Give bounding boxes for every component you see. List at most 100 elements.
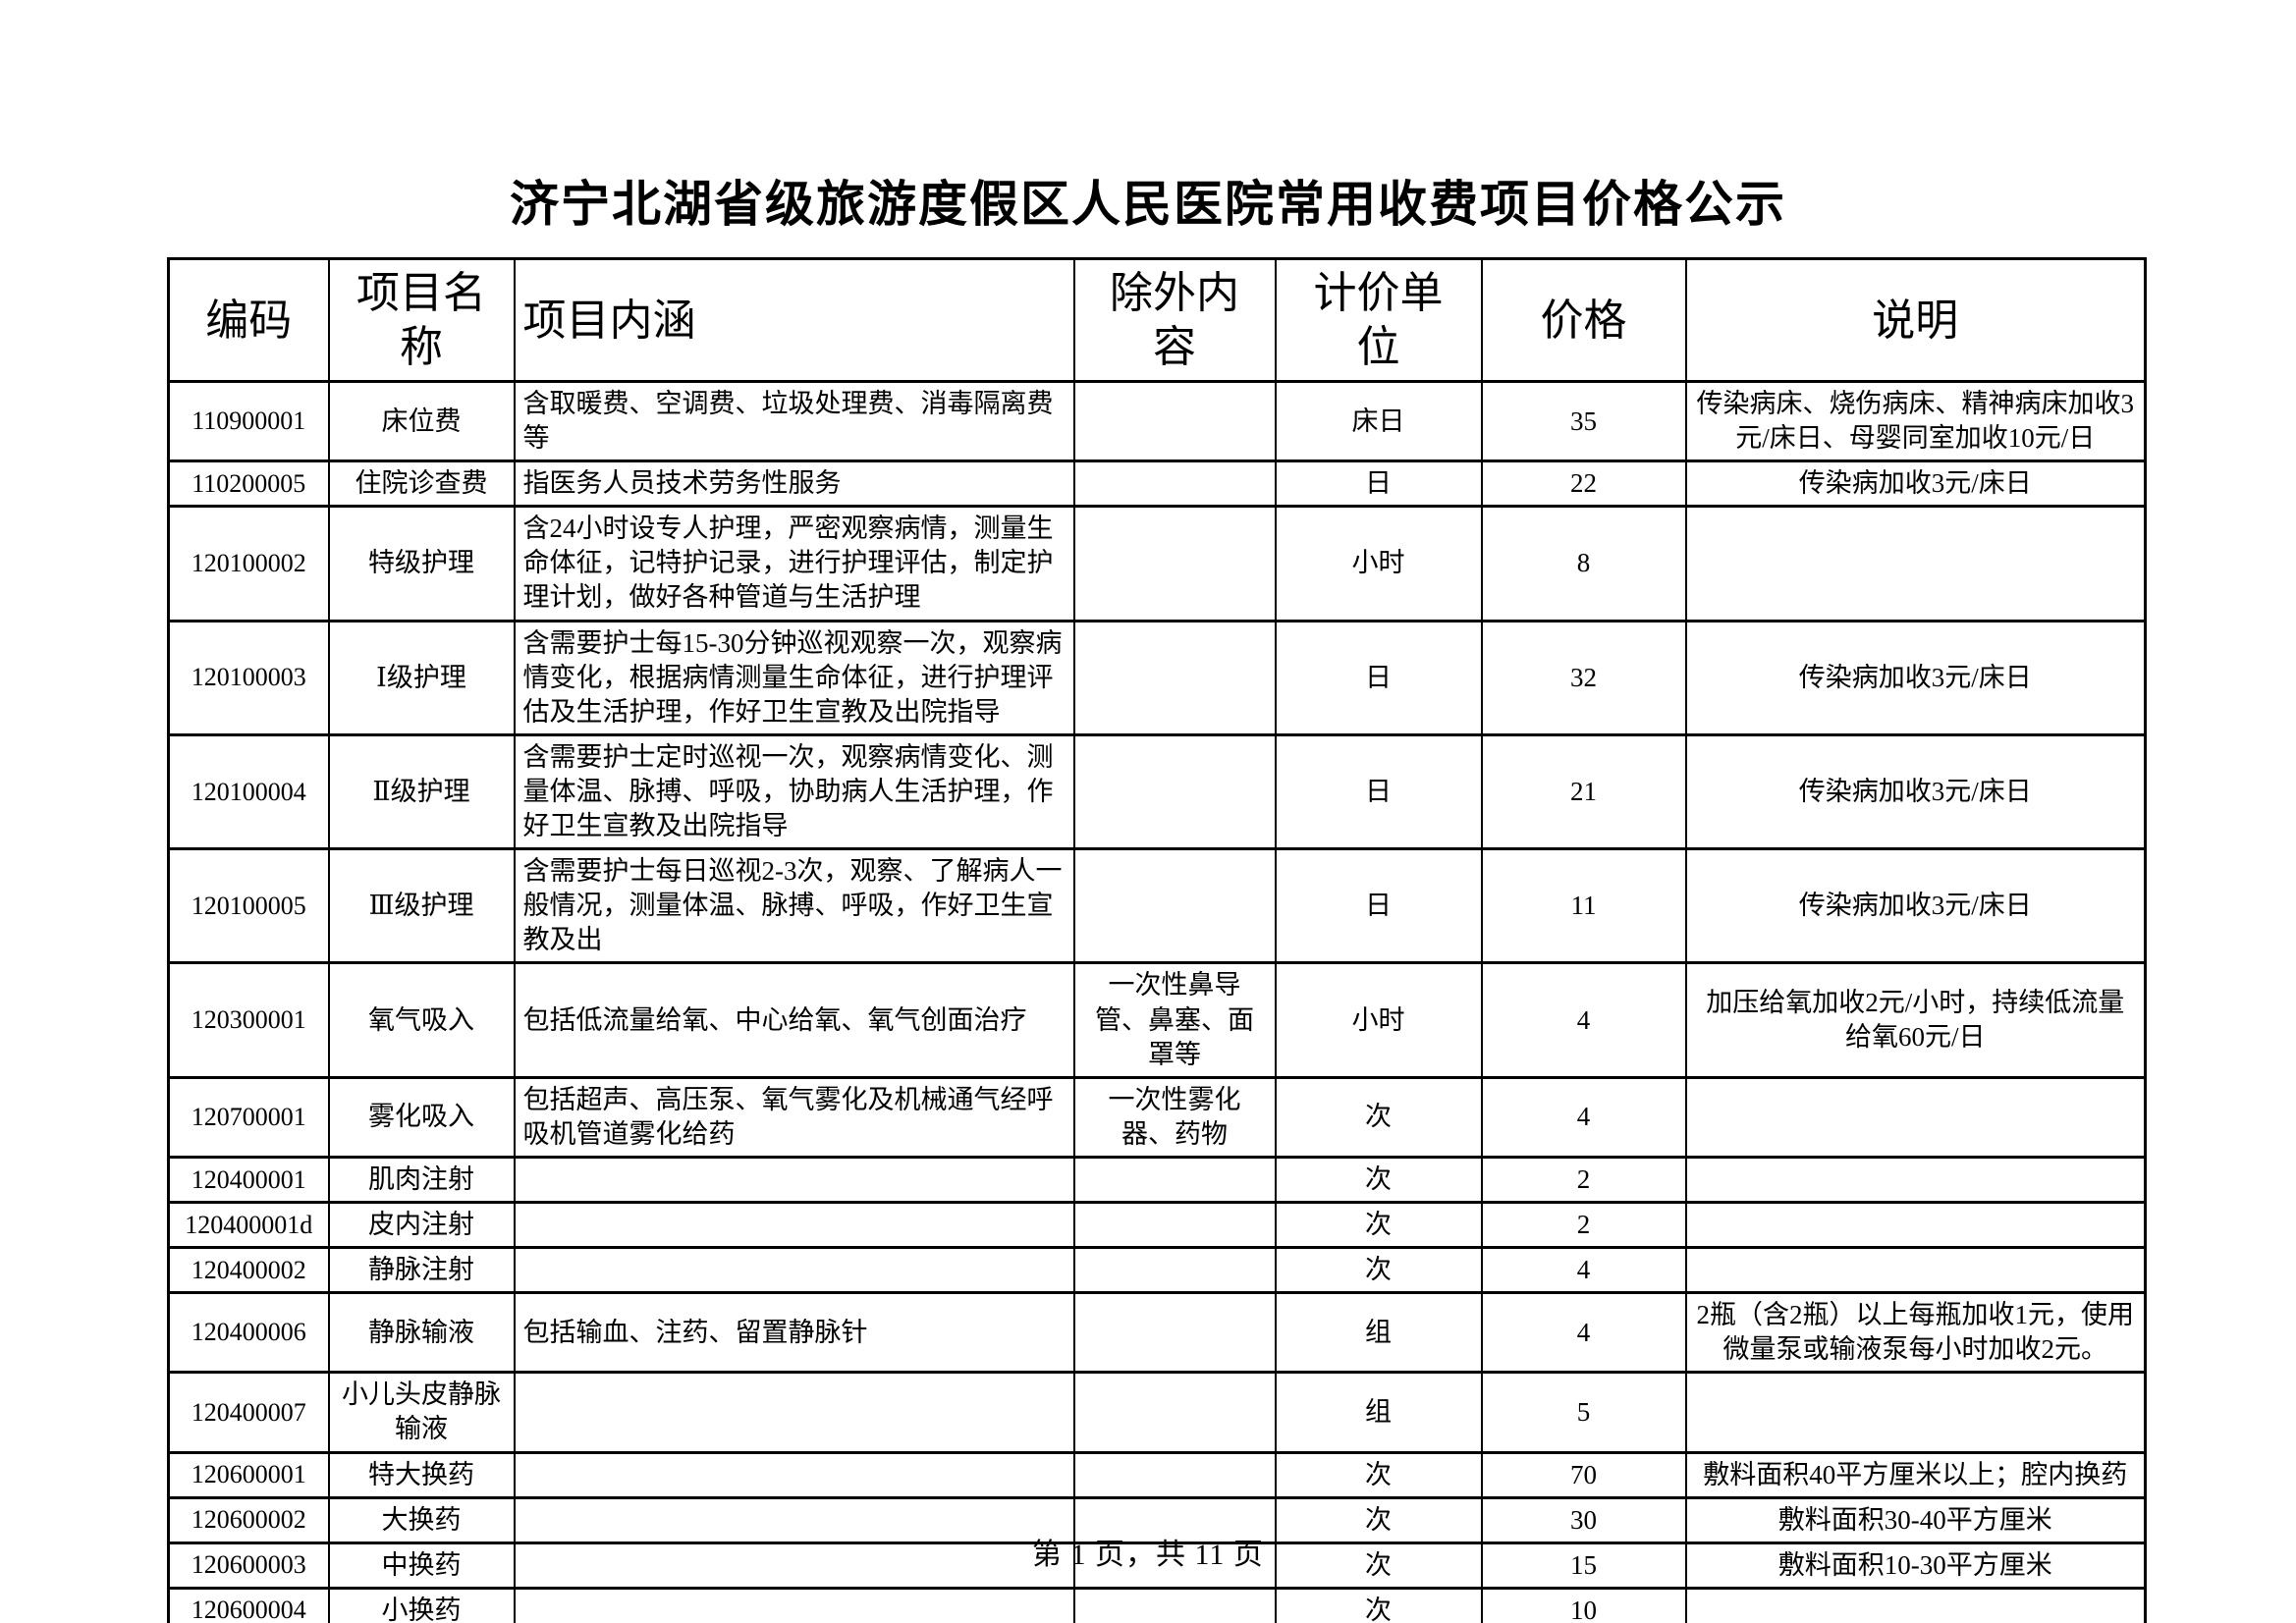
cell-unit: 组 — [1274, 1291, 1483, 1375]
cell-note: 2瓶（含2瓶）以上每瓶加收1元，使用微量泵或输液泵每小时加收2元。 — [1684, 1291, 2147, 1375]
cell-content — [513, 1200, 1075, 1250]
cell-excluded — [1072, 1586, 1277, 1623]
cell-content: 含需要护士每15-30分钟巡视观察一次，观察病情变化，根据病情测量生命体征，进行… — [513, 619, 1075, 736]
cell-price: 21 — [1480, 732, 1687, 851]
cell-note: 传染病加收3元/床日 — [1684, 732, 2147, 851]
cell-excluded — [1072, 1291, 1277, 1375]
cell-excluded: 一次性雾化器、药物 — [1072, 1075, 1277, 1159]
cell-excluded — [1072, 619, 1277, 736]
cell-excluded — [1072, 1541, 1277, 1590]
cell-content: 指医务人员技术劳务性服务 — [513, 460, 1075, 509]
cell-note: 传染病加收3元/床日 — [1684, 847, 2147, 965]
cell-code: 110200005 — [167, 460, 330, 509]
cell-excluded — [1072, 847, 1277, 965]
cell-code: 120600002 — [167, 1495, 330, 1544]
column-header-code: 编码 — [167, 257, 330, 383]
column-header-excluded: 除外内容 — [1072, 257, 1277, 383]
cell-note: 传染病加收3元/床日 — [1684, 460, 2147, 509]
cell-note — [1684, 1075, 2147, 1159]
table-row: 120100004 Ⅱ级护理 含需要护士定时巡视一次，观察病情变化、测量体温、脉搏、… — [167, 732, 2147, 851]
table-row: 120400001 肌肉注射 次 2 — [167, 1155, 2147, 1204]
table-row: 110200005 住院诊查费 指医务人员技术劳务性服务 日 22 传染病加收3元/床日 — [167, 460, 2147, 509]
cell-price: 8 — [1480, 505, 1687, 622]
cell-name: 雾化吸入 — [327, 1075, 516, 1159]
cell-name: 小儿头皮静脉输液 — [327, 1371, 516, 1454]
cell-excluded — [1072, 732, 1277, 851]
cell-name: 氧气吸入 — [327, 961, 516, 1079]
cell-code: 120700001 — [167, 1075, 330, 1159]
cell-price: 11 — [1480, 847, 1687, 965]
cell-code: 120400002 — [167, 1246, 330, 1295]
cell-name: 床位费 — [327, 379, 516, 463]
column-header-label: 说明 — [1872, 296, 1959, 345]
cell-code: 120600003 — [167, 1541, 330, 1590]
column-header-note: 说明 — [1684, 257, 2147, 383]
cell-price: 2 — [1480, 1200, 1687, 1250]
cell-content — [513, 1371, 1075, 1454]
cell-excluded: 一次性鼻导管、鼻塞、面罩等 — [1072, 961, 1277, 1079]
cell-unit: 次 — [1274, 1541, 1483, 1590]
cell-name: 中换药 — [327, 1541, 516, 1590]
cell-excluded — [1072, 1200, 1277, 1250]
column-header-label: 项目内涵 — [522, 296, 696, 345]
cell-excluded — [1072, 1495, 1277, 1544]
cell-excluded — [1072, 1155, 1277, 1204]
cell-price: 2 — [1480, 1155, 1687, 1204]
cell-price: 35 — [1480, 379, 1687, 463]
page-title: 济宁北湖省级旅游度假区人民医院常用收费项目价格公示 — [510, 177, 1786, 232]
cell-content: 包括低流量给氧、中心给氧、氧气创面治疗 — [513, 961, 1075, 1079]
cell-unit: 床日 — [1274, 379, 1483, 463]
cell-excluded — [1072, 505, 1277, 622]
cell-unit: 日 — [1274, 619, 1483, 736]
cell-name: 静脉注射 — [327, 1246, 516, 1295]
cell-unit: 日 — [1274, 460, 1483, 509]
table-row: 110900001 床位费 含取暖费、空调费、垃圾处理费、消毒隔离费等 床日 35 传染病… — [167, 379, 2147, 463]
table-header: 编码 项目名称 项目内涵 除外内容 计价单位 价格 — [167, 257, 2147, 383]
cell-price: 5 — [1480, 1371, 1687, 1454]
cell-name: 住院诊查费 — [327, 460, 516, 509]
table-row: 120400006 静脉输液 包括输血、注药、留置静脉针 组 4 2瓶（含2瓶）以上每瓶加… — [167, 1291, 2147, 1375]
cell-unit: 次 — [1274, 1246, 1483, 1295]
cell-code: 120100004 — [167, 732, 330, 851]
page-number: 第 1 页，共 11 页 — [1032, 1539, 1264, 1571]
cell-name: 特大换药 — [327, 1450, 516, 1499]
cell-content — [513, 1450, 1075, 1499]
column-header-label: 计价单位 — [1313, 269, 1444, 371]
column-header-unit: 计价单位 — [1274, 257, 1483, 383]
cell-content — [513, 1586, 1075, 1623]
cell-code: 120600001 — [167, 1450, 330, 1499]
column-header-label: 价格 — [1540, 296, 1627, 345]
cell-unit: 次 — [1274, 1200, 1483, 1250]
column-header-label: 除外内容 — [1110, 269, 1239, 371]
cell-unit: 日 — [1274, 847, 1483, 965]
cell-code: 120100003 — [167, 619, 330, 736]
cell-unit: 日 — [1274, 732, 1483, 851]
cell-content: 含取暖费、空调费、垃圾处理费、消毒隔离费等 — [513, 379, 1075, 463]
cell-price: 4 — [1480, 961, 1687, 1079]
column-header-label: 项目名称 — [356, 269, 486, 371]
cell-excluded — [1072, 1246, 1277, 1295]
column-header-price: 价格 — [1480, 257, 1687, 383]
cell-code: 120400001d — [167, 1200, 330, 1250]
cell-note — [1684, 1586, 2147, 1623]
cell-content — [513, 1541, 1075, 1590]
cell-excluded — [1072, 1450, 1277, 1499]
cell-price: 32 — [1480, 619, 1687, 736]
cell-note: 传染病加收3元/床日 — [1684, 619, 2147, 736]
cell-price: 22 — [1480, 460, 1687, 509]
cell-unit: 次 — [1274, 1450, 1483, 1499]
cell-name: 静脉输液 — [327, 1291, 516, 1375]
cell-name: Ⅰ级护理 — [327, 619, 516, 736]
cell-price: 4 — [1480, 1246, 1687, 1295]
cell-code: 120100005 — [167, 847, 330, 965]
cell-code: 120400007 — [167, 1371, 330, 1454]
price-table: 编码 项目名称 项目内涵 除外内容 计价单位 价格 — [167, 257, 2147, 1623]
cell-note: 传染病床、烧伤病床、精神病床加收3元/床日、母婴同室加收10元/日 — [1684, 379, 2147, 463]
cell-unit: 次 — [1274, 1586, 1483, 1623]
cell-code: 120600004 — [167, 1586, 330, 1623]
cell-note — [1684, 1371, 2147, 1454]
column-header-content: 项目内涵 — [513, 257, 1075, 383]
cell-price: 4 — [1480, 1291, 1687, 1375]
cell-note: 敷料面积30-40平方厘米 — [1684, 1495, 2147, 1544]
